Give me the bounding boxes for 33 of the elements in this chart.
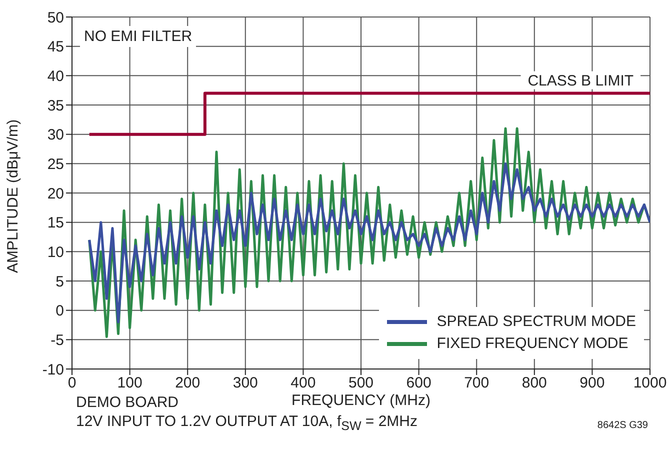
text: 12V INPUT TO 1.2V OUTPUT AT 10A, f$_{SW}$ = 2MHz bbox=[76, 413, 418, 433]
x-tick-label: 900 bbox=[580, 374, 605, 392]
y-tick-label: 45 bbox=[47, 38, 64, 56]
y-tick-label: 25 bbox=[47, 156, 64, 173]
y-tick-label: 40 bbox=[47, 68, 64, 85]
y-tick-label: -5 bbox=[50, 332, 64, 349]
y-tick-label: 30 bbox=[47, 126, 64, 144]
x-tick-label: 700 bbox=[464, 374, 490, 392]
y-tick-label: 50 bbox=[47, 9, 64, 26]
x-tick-label: 300 bbox=[232, 374, 258, 392]
text: DEMO BOARD bbox=[76, 394, 179, 411]
annotation: NO EMI FILTER bbox=[80, 26, 196, 47]
y-tick-label: -10 bbox=[42, 361, 64, 378]
y-tick-label: 20 bbox=[47, 185, 64, 202]
x-tick-label: 800 bbox=[522, 374, 547, 392]
x-tick-label: 0 bbox=[68, 374, 76, 392]
x-tick-label: 1000 bbox=[633, 374, 667, 392]
x-tick-label: 500 bbox=[348, 374, 374, 392]
x-tick-label: 100 bbox=[117, 374, 142, 392]
x-tick-label: 400 bbox=[290, 374, 316, 392]
y-tick-label: 15 bbox=[47, 214, 64, 232]
legend-label: FIXED FREQUENCY MODE bbox=[436, 334, 628, 354]
x-axis-title: FREQUENCY (MHz) bbox=[292, 392, 430, 409]
y-axis-title: AMPLITUDE (dBμV/m) bbox=[4, 119, 22, 273]
text: 8642S G39 bbox=[597, 420, 648, 431]
legend-label: SPREAD SPECTRUM MODE bbox=[436, 312, 636, 332]
x-tick-label: 600 bbox=[406, 374, 432, 392]
y-tick-label: 0 bbox=[56, 302, 64, 320]
y-tick-label: 5 bbox=[56, 273, 64, 290]
x-tick-label: 200 bbox=[175, 374, 200, 392]
annotation: CLASS B LIMIT bbox=[528, 72, 634, 90]
y-tick-label: 10 bbox=[47, 244, 64, 261]
y-tick-label: 35 bbox=[47, 97, 64, 114]
